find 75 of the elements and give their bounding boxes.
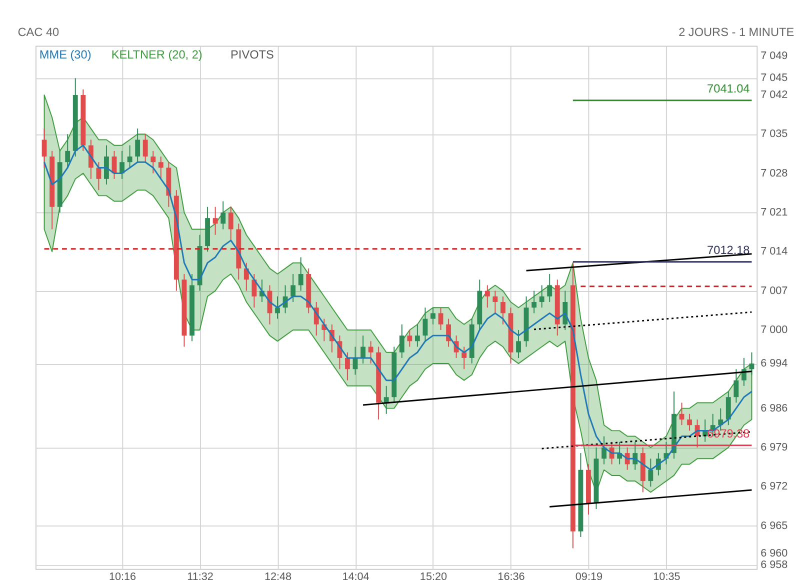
text: MME (30) xyxy=(39,48,92,62)
chart-title: CAC 40 xyxy=(18,24,60,39)
y-tick-label: 6 958 xyxy=(760,558,788,571)
candlestick xyxy=(104,144,109,185)
candlestick xyxy=(492,290,498,314)
x-tick-label: 14:04 xyxy=(342,571,370,580)
candlestick xyxy=(648,458,654,488)
candlestick xyxy=(539,284,544,308)
candlestick xyxy=(602,436,606,465)
data-label: 7012.18 xyxy=(707,242,750,257)
x-tick-label: 09:19 xyxy=(575,571,603,580)
y-tick-label: 7 035 xyxy=(760,128,788,140)
candlestick xyxy=(532,290,537,314)
candlestick xyxy=(127,144,132,168)
y-tick-label: 6 986 xyxy=(760,402,788,414)
candlestick xyxy=(547,274,552,302)
candlestick xyxy=(384,385,389,414)
candlestick xyxy=(679,402,684,426)
x-tick-label: 16:36 xyxy=(498,571,525,580)
candlestick xyxy=(252,274,257,308)
y-tick-label: 6 965 xyxy=(760,520,788,532)
candlestick xyxy=(462,346,467,370)
candlestick xyxy=(158,156,164,180)
y-tick-label: 7 007 xyxy=(760,284,788,297)
y-tick-label: 7 049 xyxy=(760,50,788,62)
y-tick-label: 7 028 xyxy=(760,167,788,180)
candlestick xyxy=(290,274,296,302)
candlestick xyxy=(96,162,102,191)
candlestick xyxy=(741,357,746,386)
candlestick xyxy=(220,200,226,230)
y-tick-label: 7 042 xyxy=(760,88,788,101)
candlestick xyxy=(368,340,374,364)
candlestick xyxy=(438,307,444,330)
x-tick-label: 11:32 xyxy=(187,571,214,580)
y-tick-label: 7 014 xyxy=(760,246,788,258)
candlestick xyxy=(135,128,140,163)
candlestick xyxy=(516,329,521,358)
y-tick-label: 6 972 xyxy=(760,480,788,493)
y-tick-label: 6 994 xyxy=(760,358,788,370)
candlestick xyxy=(212,206,218,236)
candlestick xyxy=(484,284,490,308)
candlestick xyxy=(120,150,124,180)
candlestick xyxy=(414,324,420,348)
chart-subtitle: 2 JOURS - 1 MINUTE xyxy=(678,24,794,39)
x-tick-label: 10:35 xyxy=(653,571,680,580)
candlestick xyxy=(399,324,404,358)
data-label: 7041.04 xyxy=(707,81,750,96)
candlestick xyxy=(150,150,156,174)
y-tick-label: 7 045 xyxy=(760,72,788,84)
candlestick xyxy=(562,290,568,330)
y-tick-label: 6 960 xyxy=(760,548,788,560)
y-tick-label: 7 021 xyxy=(760,206,788,218)
y-tick-label: 7 000 xyxy=(760,324,788,336)
candlestick xyxy=(422,307,428,342)
candlestick xyxy=(500,296,506,325)
legend-label: KELTNER (20, 2) xyxy=(111,48,202,62)
annotation: PIVOTS xyxy=(230,48,274,62)
candlestick xyxy=(275,296,280,320)
candlestick xyxy=(726,391,731,426)
candlestick xyxy=(228,206,234,241)
candlestick xyxy=(42,128,47,168)
candlestick xyxy=(430,307,436,325)
x-tick-label: 12:48 xyxy=(264,571,292,580)
candlestick xyxy=(345,352,350,381)
candlestick xyxy=(749,352,754,376)
candlestick xyxy=(298,256,304,292)
candlestick xyxy=(360,335,366,364)
candlestick xyxy=(687,413,692,432)
x-tick-label: 10:16 xyxy=(108,571,136,580)
candlestick xyxy=(407,329,412,348)
candlestick xyxy=(142,134,148,163)
y-tick-label: 6 979 xyxy=(760,441,788,454)
candlestick xyxy=(734,368,739,404)
candlestick xyxy=(65,134,70,168)
x-tick-label: 15:20 xyxy=(420,571,448,580)
